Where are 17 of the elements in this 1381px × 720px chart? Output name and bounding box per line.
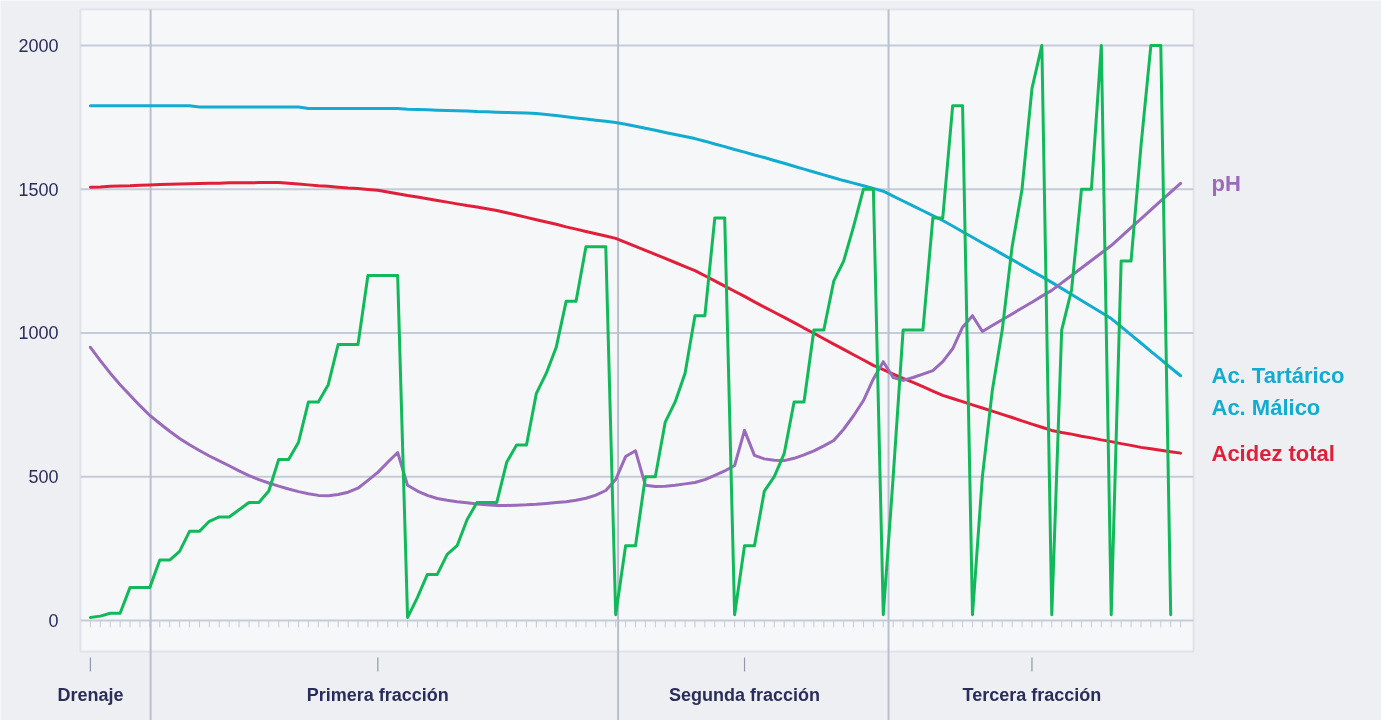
x-tick-label: Tercera fracción — [962, 684, 1102, 705]
series-label: Acidez total — [1211, 440, 1335, 466]
line-series — [88, 43, 1173, 620]
line-series — [88, 181, 1183, 455]
x-tick-label: Primera fracción — [306, 684, 449, 705]
y-tick-label: 1000 — [18, 323, 59, 344]
x-tick-label: Segunda fracción — [669, 684, 821, 705]
y-tick-label: 0 — [48, 610, 59, 631]
line-series — [88, 181, 1183, 507]
y-tick-label: 500 — [28, 467, 59, 488]
x-tick-label: Drenaje — [57, 684, 124, 705]
line-series — [88, 104, 1183, 378]
text: Ac. Málico — [1211, 395, 1321, 421]
y-tick-label: 1500 — [18, 179, 59, 200]
y-tick-label: 2000 — [18, 35, 59, 56]
series-label: pH — [1211, 170, 1241, 196]
series-label: Ac. Tartárico — [1211, 363, 1345, 389]
